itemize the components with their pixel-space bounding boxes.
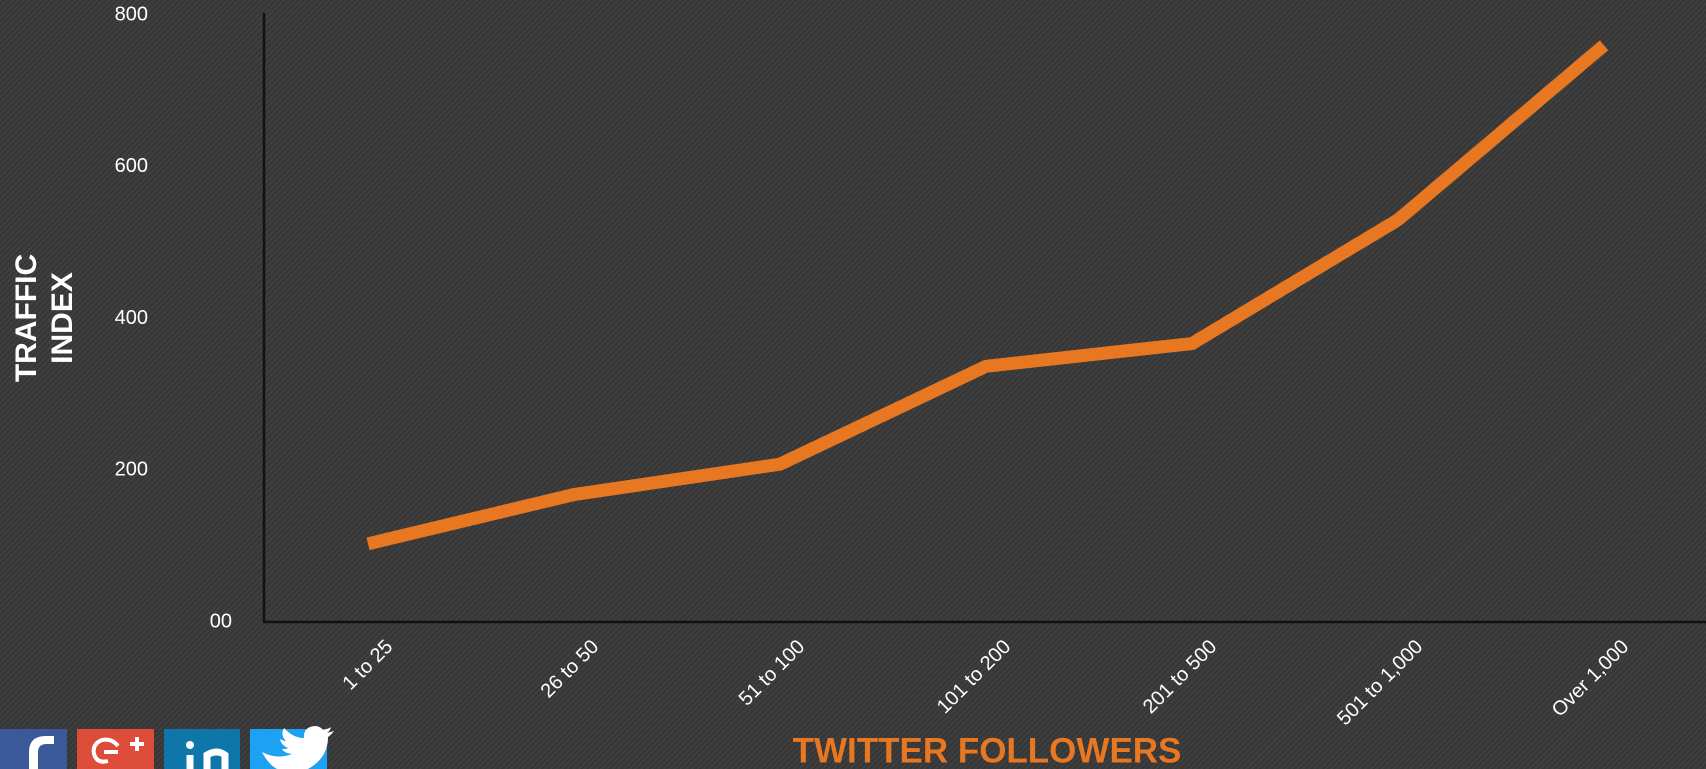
x-tick-label: 201 to 500 [1139,636,1221,718]
x-tick-label: Over 1,000 [1548,636,1634,722]
x-tick-label: 26 to 50 [537,636,604,703]
y-tick-label: 200 [115,459,148,481]
y-tick-label: 400 [115,307,148,329]
x-tick-label: 101 to 200 [933,636,1015,718]
twitter-glyph [262,726,334,769]
social-icons [0,726,334,769]
y-axis-label: TRAFFIC [10,254,43,382]
y-axis-label: INDEX [46,272,79,364]
linkedin-glyph [186,748,229,769]
linkedin-dot [186,741,194,749]
facebook-glyph [29,736,54,769]
line [366,40,1609,551]
x-tick-label: 1 to 25 [338,636,397,695]
x-axis-label: TWITTER FOLLOWERS [793,731,1182,769]
linkedin-icon[interactable] [164,729,240,769]
y-tick-label: 800 [115,3,148,25]
x-tick-label: 501 to 1,000 [1333,636,1427,730]
y-tick-label: 600 [115,155,148,177]
y-tick-label: 00 [210,610,232,632]
googleplus-icon[interactable] [77,729,154,769]
x-tick-label: 51 to 100 [735,636,810,711]
googleplus-glyph [91,737,144,764]
